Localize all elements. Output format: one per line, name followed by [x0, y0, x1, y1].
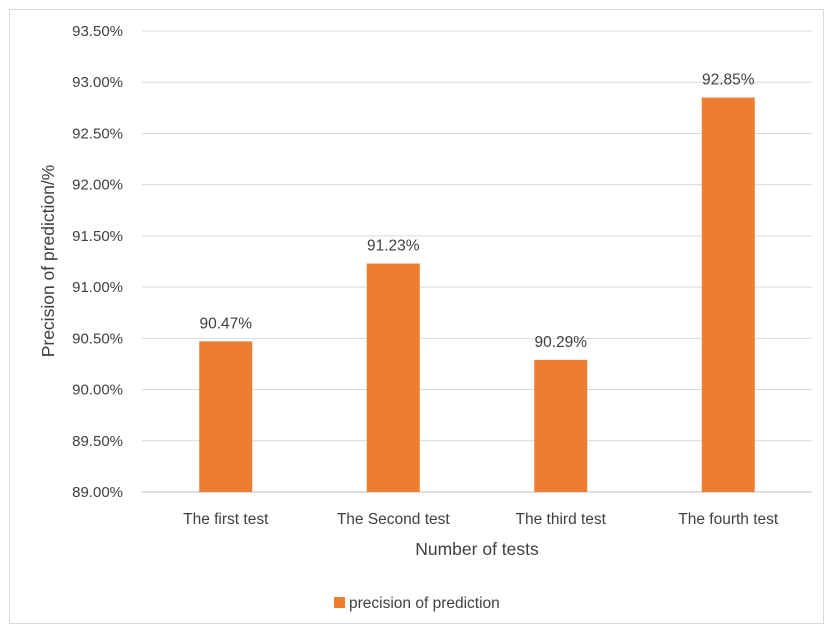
data-label: 91.23%	[367, 238, 420, 255]
y-tick-label: 92.00%	[72, 177, 123, 194]
y-tick-label: 91.00%	[72, 279, 123, 296]
y-tick-label: 90.50%	[72, 330, 123, 347]
y-axis-title: Precision of prediction/%	[38, 165, 58, 358]
y-tick-label: 89.50%	[72, 433, 123, 450]
y-tick-label: 90.00%	[72, 382, 123, 399]
bar	[199, 341, 253, 492]
x-axis-ticks: The first test The Second test The third t…	[183, 511, 779, 528]
gridlines	[142, 30, 812, 493]
x-tick-label: The first test	[183, 511, 269, 528]
legend-label: precision of prediction	[349, 595, 500, 612]
y-tick-label: 91.50%	[72, 228, 123, 245]
y-tick-label: 93.00%	[72, 74, 123, 91]
x-axis-title: Number of tests	[415, 539, 539, 559]
legend-swatch	[334, 597, 345, 608]
x-tick-label: The third test	[516, 511, 607, 528]
y-tick-label: 89.00%	[72, 484, 123, 501]
x-tick-label: The Second test	[337, 511, 451, 528]
y-tick-label: 93.50%	[72, 23, 123, 40]
data-label: 90.29%	[534, 334, 587, 351]
data-label: 90.47%	[199, 315, 252, 332]
legend: precision of prediction	[334, 595, 500, 612]
bar	[701, 97, 755, 492]
y-tick-label: 92.50%	[72, 125, 123, 142]
bar	[534, 359, 588, 492]
bars	[199, 97, 755, 492]
data-label: 92.85%	[702, 72, 755, 89]
bar	[366, 263, 420, 492]
y-axis-ticks: 89.00% 89.50% 90.00% 90.50% 91.00% 91.50% 92.0…	[72, 23, 123, 501]
x-tick-label: The fourth test	[678, 511, 779, 528]
data-labels: 90.47% 91.23% 90.29% 92.85%	[199, 72, 754, 351]
